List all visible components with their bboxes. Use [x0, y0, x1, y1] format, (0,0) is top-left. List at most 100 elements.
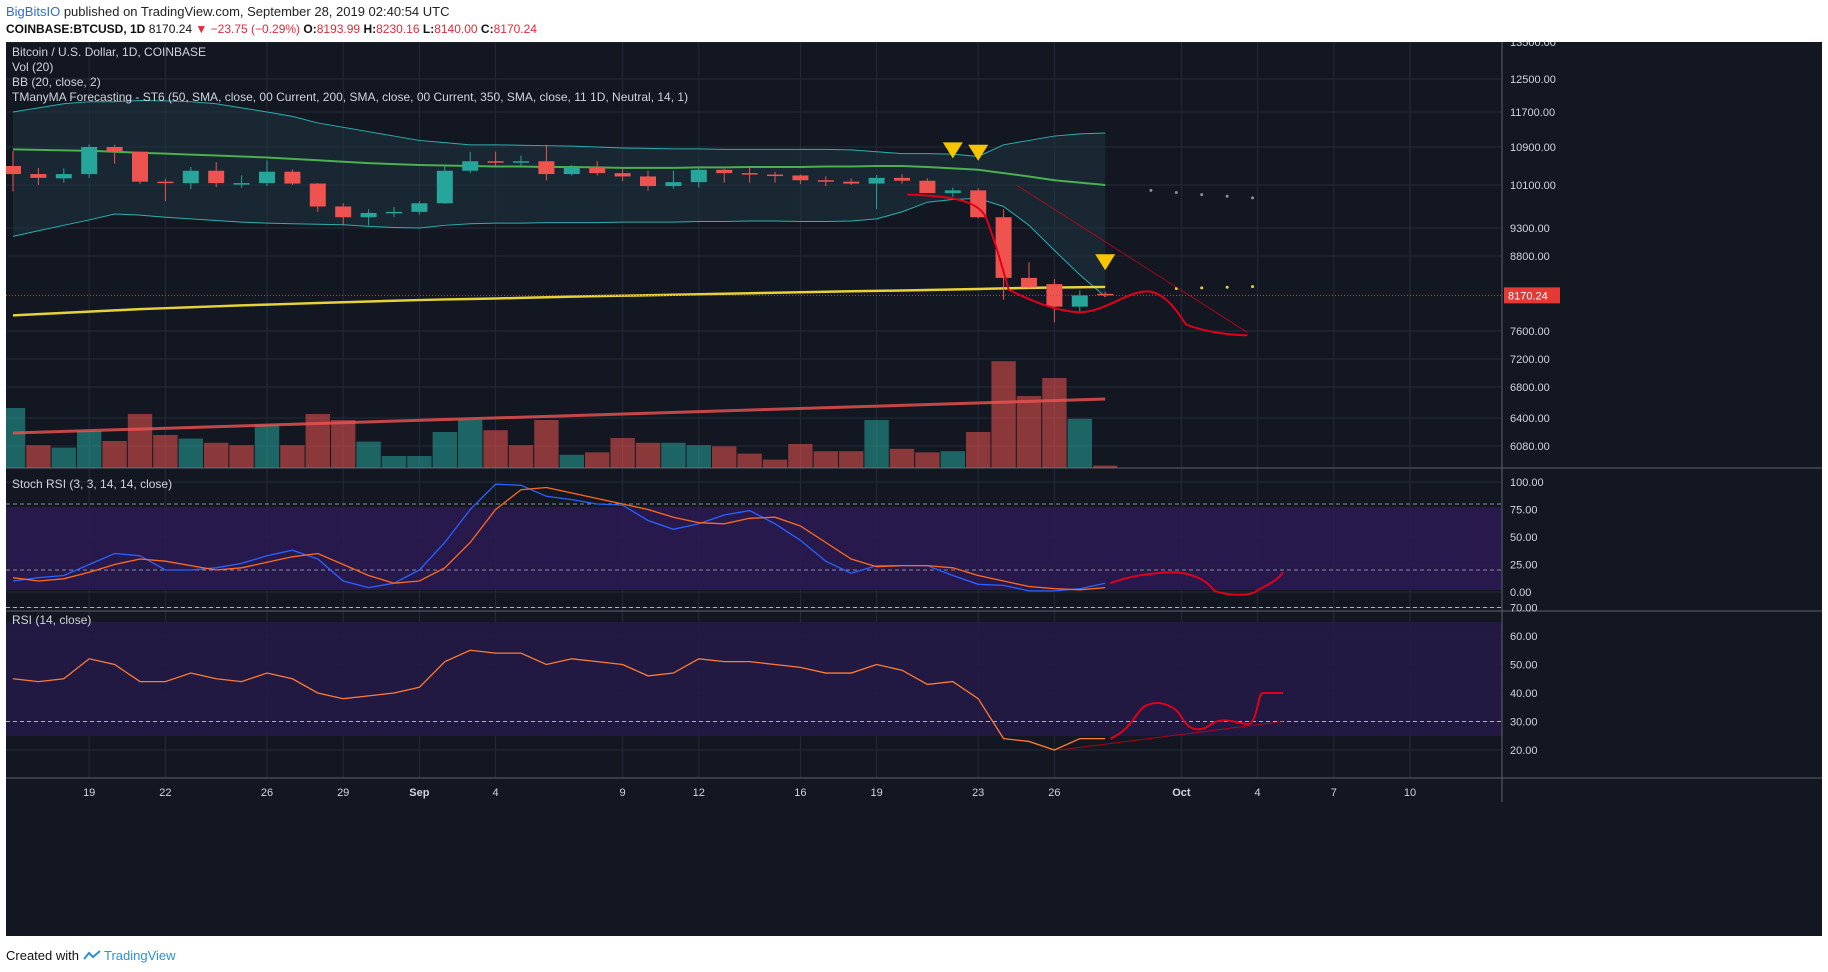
candlesticks — [5, 144, 1114, 323]
volume-bars — [0, 361, 1118, 468]
volume-bar — [51, 447, 76, 468]
price-axis-label: 7600.00 — [1510, 326, 1550, 338]
volume-bar — [331, 420, 356, 468]
candle-body — [5, 166, 21, 175]
stoch-axis-label: 0.00 — [1510, 587, 1531, 599]
forecast-dot — [1174, 191, 1178, 195]
candle-body — [919, 180, 936, 194]
author-link[interactable]: BigBitsIO — [6, 4, 61, 19]
tradingview-logo-icon — [82, 948, 104, 963]
time-axis-label: 16 — [794, 787, 806, 799]
volume-bar — [407, 456, 432, 468]
candle-body — [157, 181, 174, 184]
volume-bar — [178, 438, 203, 468]
open-value: 8193.99 — [316, 22, 361, 36]
open-label: O: — [303, 22, 317, 36]
volume-bar — [204, 442, 229, 468]
time-axis-label: 19 — [870, 787, 882, 799]
candle-body — [716, 169, 733, 174]
published-text: published on TradingView.com, September … — [63, 4, 450, 19]
rsi-trend-line — [1059, 721, 1284, 751]
candle-body — [741, 173, 758, 175]
candle-body — [1097, 293, 1114, 296]
legend: Bitcoin / U.S. Dollar, 1D, COINBASE Vol … — [12, 45, 688, 627]
candle-body — [843, 181, 860, 184]
candle-body — [665, 182, 682, 187]
volume-bar — [762, 459, 788, 468]
candle-body — [106, 147, 123, 152]
rsi-axis-label: 70.00 — [1510, 603, 1538, 615]
candle-body — [817, 180, 834, 182]
volume-bar — [127, 414, 153, 468]
candle-body — [30, 174, 47, 178]
candle-body — [233, 183, 250, 185]
volume-bar — [940, 451, 965, 468]
volume-bar — [1093, 465, 1118, 468]
rsi-axis-label: 30.00 — [1510, 717, 1538, 729]
volume-bar — [381, 456, 407, 468]
last-price-tag — [1504, 287, 1560, 304]
candle-body — [640, 176, 656, 187]
low-value: 8140.00 — [434, 22, 478, 36]
stoch-axis-label: 25.00 — [1510, 560, 1538, 572]
time-axis-label: Oct — [1172, 787, 1191, 799]
forecast-dot — [1225, 285, 1229, 289]
rsi-axis-label: 20.00 — [1510, 745, 1538, 757]
candle-body — [386, 211, 402, 214]
candle-body — [767, 174, 783, 177]
volume-bar — [915, 452, 940, 468]
stoch-axis-label: 75.00 — [1510, 505, 1538, 517]
price-axis-label: 7200.00 — [1510, 354, 1550, 366]
volume-bar — [1042, 378, 1067, 468]
candle-body — [411, 203, 428, 212]
candle-body — [1071, 295, 1088, 307]
candle-body — [132, 151, 148, 182]
legend-vol: Vol (20) — [12, 60, 53, 74]
volume-bar — [1067, 418, 1092, 468]
hand-drawn-forecast — [907, 193, 1248, 337]
candle-body — [538, 161, 555, 175]
stoch-band-fill — [6, 507, 1502, 590]
footer-brand[interactable]: TradingView — [104, 948, 176, 963]
time-axis-label: 10 — [1404, 787, 1416, 799]
volume-bar — [635, 442, 661, 468]
price-change: ▼ −23.75 (−0.29%) — [195, 22, 301, 36]
volume-bar — [889, 448, 915, 468]
volume-bar — [686, 445, 711, 468]
time-axis-label: 29 — [337, 787, 349, 799]
legend-rsi: RSI (14, close) — [12, 613, 91, 627]
legend-title: Bitcoin / U.S. Dollar, 1D, COINBASE — [12, 45, 206, 59]
candle-body — [55, 174, 72, 179]
forecast-dot — [1200, 286, 1204, 290]
candle-body — [259, 171, 275, 184]
candle-body — [894, 177, 910, 181]
chart-canvas[interactable]: 8170.24 13500.00 12500.00 11700.00 10900.00… — [0, 37, 1822, 936]
stoch-axis-label: 50.00 — [1510, 532, 1538, 544]
bollinger-bands — [12, 99, 1106, 298]
volume-bar — [508, 445, 534, 468]
volume-bar — [966, 432, 991, 468]
high-label: H: — [363, 22, 377, 36]
forecast-dot — [1225, 194, 1229, 198]
forecast-dot — [1251, 196, 1255, 200]
candle-body — [690, 169, 707, 183]
axes: 13500.0012500.0011700.0010900.0010100.00… — [83, 37, 1556, 799]
candle-body — [589, 166, 606, 174]
hand-drawn-rsi — [1109, 692, 1283, 740]
time-axis-label: Sep — [409, 787, 429, 799]
moving-averages — [12, 148, 1106, 317]
volume-bar — [0, 408, 26, 468]
volume-bar — [864, 420, 889, 468]
candle-body — [792, 175, 809, 181]
chart-container[interactable]: 8170.24 13500.00 12500.00 11700.00 10900.00… — [0, 37, 1822, 936]
candle-body — [81, 147, 98, 175]
volume-bar — [229, 445, 254, 468]
volume-bar — [737, 453, 762, 468]
footer: Created with TradingView — [6, 948, 176, 963]
bb-upper-line — [12, 99, 1106, 158]
volume-bar — [254, 424, 280, 468]
volume-bar — [153, 435, 178, 468]
candle-body — [868, 177, 885, 184]
ohlc-summary: COINBASE:BTCUSD, 1D 8170.24 ▼ −23.75 (−0… — [6, 22, 537, 36]
price-axis-label: 13500.00 — [1510, 42, 1556, 49]
